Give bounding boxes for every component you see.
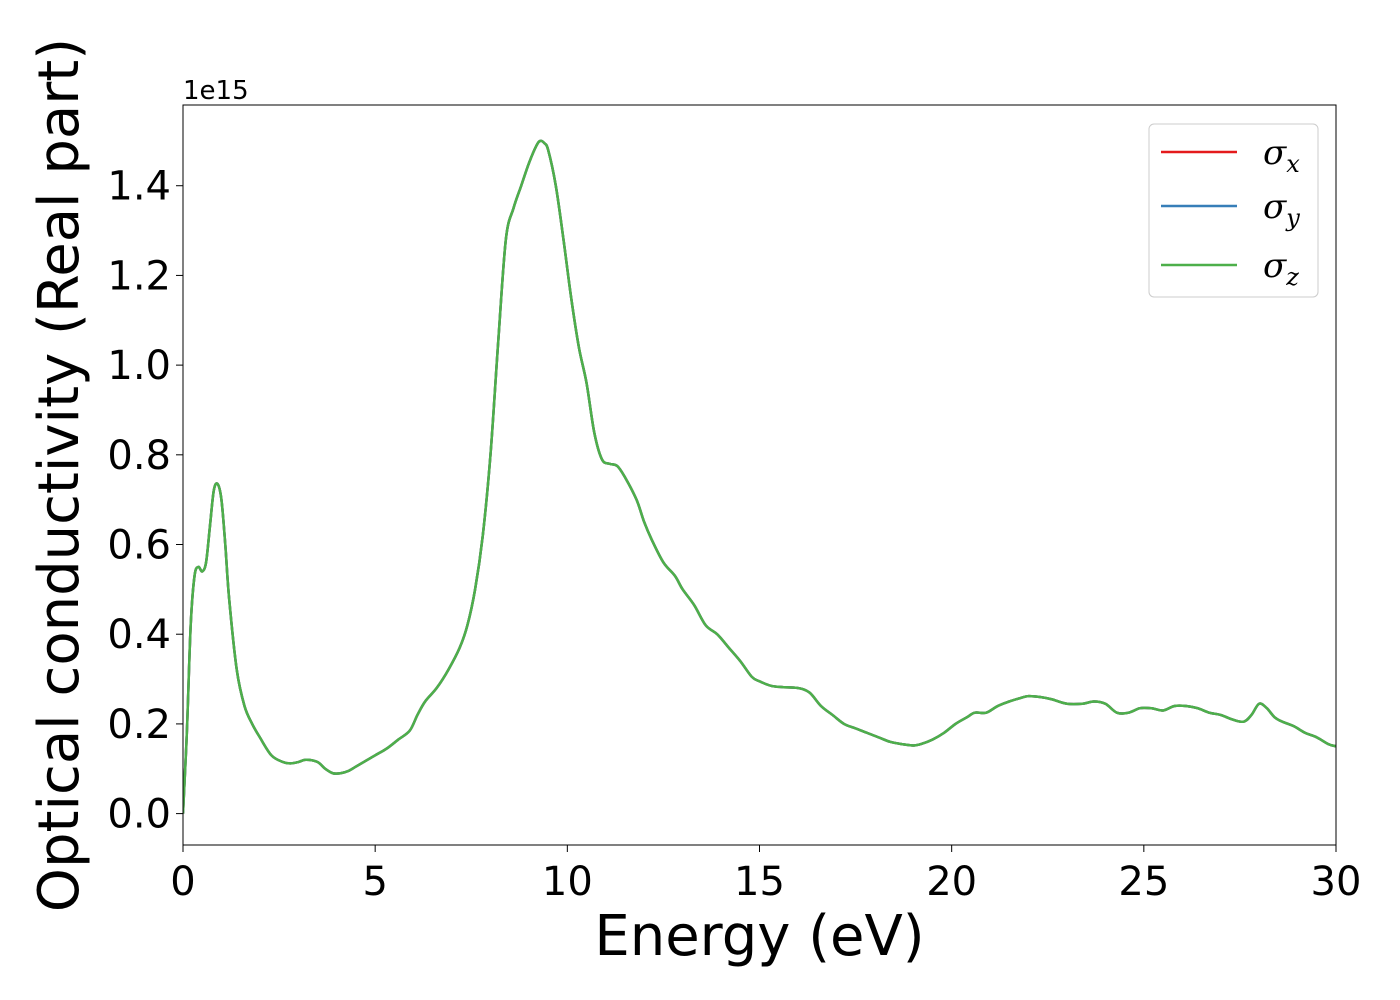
y-axis: 0.0 0.2 0.4 0.6 0.8 1.0 1.2 1.4 (107, 164, 183, 838)
y-tick-label: 0.8 (107, 433, 171, 479)
x-axis-title: Energy (eV) (594, 904, 924, 969)
legend-symbol: σ (1263, 187, 1287, 227)
legend-label-sigma-y: σy (1263, 187, 1300, 232)
legend-label-sigma-z: σz (1263, 246, 1299, 291)
y-tick-label: 0.4 (107, 612, 171, 658)
y-tick-label: 0.2 (107, 702, 171, 748)
legend-symbol: σ (1263, 133, 1287, 173)
legend-subscript: x (1286, 150, 1300, 178)
x-axis: 0 5 10 15 20 25 30 (170, 845, 1361, 905)
x-tick-label: 10 (542, 859, 593, 905)
y-tick-label: 0.6 (107, 523, 171, 569)
x-tick-label: 15 (734, 859, 785, 905)
legend-label-sigma-x: σx (1263, 133, 1300, 178)
legend-subscript: z (1285, 263, 1299, 291)
x-tick-label: 5 (362, 859, 387, 905)
series-line-sigma-z (183, 139, 1336, 814)
legend-subscript: y (1285, 204, 1300, 232)
legend-box (1148, 123, 1319, 298)
legend-symbol: σ (1263, 246, 1287, 286)
y-tick-label: 1.4 (107, 164, 171, 210)
y-tick-label: 0.0 (107, 792, 171, 838)
y-axis-title: Optical conductivity (Real part) (27, 38, 92, 912)
y-offset-label: 1e15 (183, 76, 249, 106)
y-tick-label: 1.0 (107, 343, 171, 389)
x-tick-label: 20 (926, 859, 977, 905)
x-tick-label: 0 (170, 859, 195, 905)
y-tick-label: 1.2 (107, 253, 171, 299)
x-tick-label: 30 (1311, 859, 1362, 905)
x-tick-label: 25 (1118, 859, 1169, 905)
series-lines (183, 139, 1336, 814)
